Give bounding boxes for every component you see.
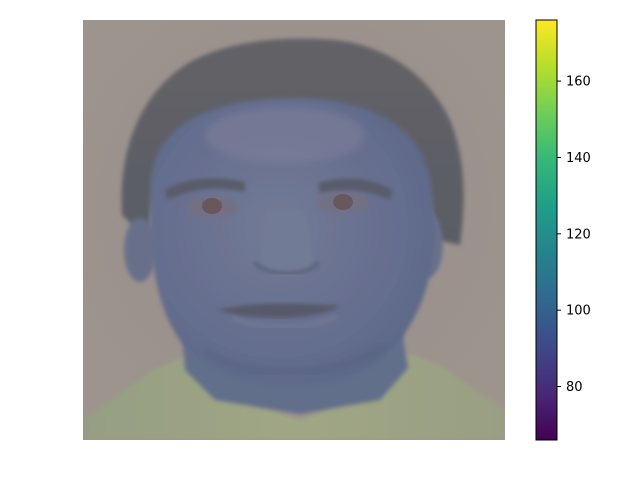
image-overlay <box>83 20 505 440</box>
nose <box>260 210 314 274</box>
heatmap-image <box>83 20 505 440</box>
left-pupil <box>202 198 222 214</box>
colorbar-gradient <box>535 19 558 441</box>
right-pupil <box>333 194 353 210</box>
colorbar-tick-label-140: 140 <box>566 151 591 166</box>
mouth <box>218 303 340 318</box>
colorbar: 80 100 120 140 160 <box>535 19 591 441</box>
colorbar-tick-label-120: 120 <box>566 227 591 242</box>
right-eyebrow <box>318 178 392 200</box>
hair-region <box>121 38 464 245</box>
lower-lip <box>231 314 337 329</box>
colorbar-tick-label-100: 100 <box>566 304 591 319</box>
chin-shadow <box>203 342 387 375</box>
left-ear <box>124 218 156 282</box>
colorbar-tick-label-80: 80 <box>566 380 583 395</box>
left-eyebrow <box>165 178 245 200</box>
colorbar-ticks: 80 100 120 140 160 <box>557 75 591 395</box>
nose-shadow <box>253 261 320 275</box>
forehead-highlight <box>205 107 365 163</box>
colorbar-tick-label-160: 160 <box>566 75 591 90</box>
